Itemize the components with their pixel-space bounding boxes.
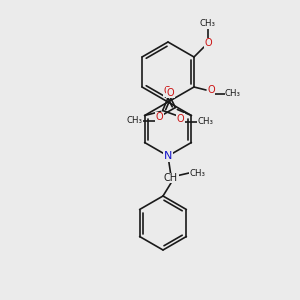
Text: CH₃: CH₃ [200, 20, 216, 28]
Text: N: N [164, 151, 172, 161]
Text: CH: CH [164, 173, 178, 183]
Text: O: O [167, 88, 174, 98]
Text: CH₃: CH₃ [198, 117, 214, 126]
Text: CH₃: CH₃ [126, 116, 142, 125]
Text: O: O [177, 113, 184, 124]
Text: CH₃: CH₃ [189, 169, 205, 178]
Text: O: O [156, 112, 163, 122]
Text: O: O [207, 85, 215, 95]
Text: O: O [204, 38, 212, 48]
Text: CH₃: CH₃ [225, 89, 241, 98]
Text: O: O [164, 86, 171, 97]
